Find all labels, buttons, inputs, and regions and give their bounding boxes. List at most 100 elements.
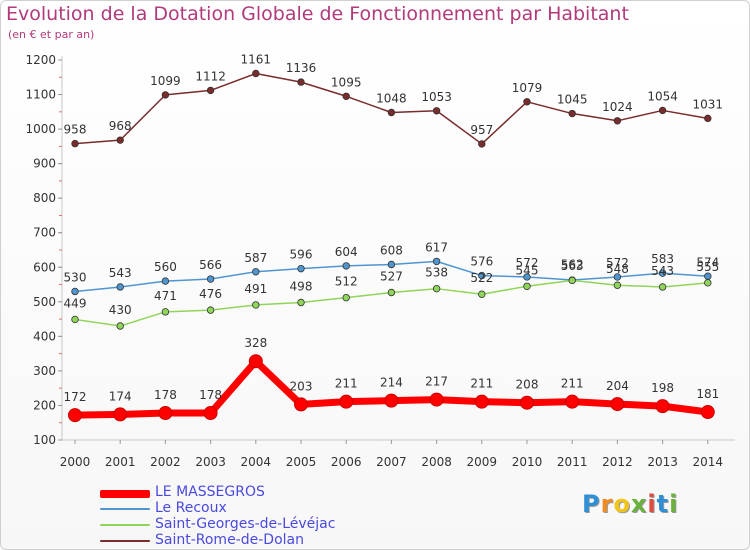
data-point [252,69,260,78]
y-tick-label: 1000 [25,122,56,136]
data-point [523,98,531,106]
data-point [658,106,667,115]
data-point [116,136,124,144]
data-point [252,301,260,309]
data-point [206,275,215,283]
data-label: 968 [109,119,132,133]
legend-item: Saint-Georges-de-Lévéjac [100,516,400,533]
data-point [206,86,215,95]
x-tick-label: 2008 [421,455,452,469]
data-point [700,405,715,420]
data-point [206,306,215,314]
data-point [342,92,350,100]
data-point [339,394,354,409]
data-label: 449 [64,296,87,310]
y-tick-label: 300 [33,364,56,378]
data-label: 1054 [647,89,678,103]
data-label: 562 [561,257,584,271]
data-point [704,279,712,287]
data-point [297,78,305,86]
data-label: 572 [516,256,539,270]
data-point [161,91,170,99]
legend-item: Le Recoux [100,500,400,517]
x-tick-label: 2002 [150,455,181,469]
data-label: 203 [290,379,313,393]
data-label: 1161 [241,52,272,66]
data-point [203,406,218,421]
x-tick-label: 2011 [557,455,588,469]
data-label: 1053 [421,90,452,104]
data-label: 527 [380,269,403,283]
data-point [113,407,128,422]
data-label: 596 [290,248,313,262]
data-label: 572 [606,256,629,270]
data-label: 1099 [150,74,181,88]
data-label: 174 [109,389,132,403]
data-label: 1031 [693,97,724,111]
x-tick-label: 2013 [647,455,678,469]
y-tick-label: 100 [33,433,56,447]
data-point [478,290,486,298]
data-label: 211 [335,377,358,391]
data-label: 498 [290,280,313,294]
y-tick-label: 700 [33,226,56,240]
data-label: 198 [651,381,674,395]
data-point [387,108,396,117]
x-tick-label: 2000 [60,455,91,469]
data-point [474,394,489,409]
data-label: 1112 [195,69,226,83]
data-point [704,272,712,280]
data-point [248,354,263,369]
data-label: 211 [470,377,493,391]
data-label: 491 [244,282,267,296]
data-label: 545 [516,263,539,277]
data-point [71,139,79,148]
data-label: 1136 [286,61,317,75]
y-tick-label: 200 [33,398,56,412]
data-label: 538 [425,266,448,280]
data-point [297,264,305,273]
data-point [294,397,308,412]
y-tick-label: 800 [33,191,56,205]
data-label: 1095 [331,75,362,89]
legend-swatch [100,490,150,498]
x-tick-label: 2010 [512,455,543,469]
data-point [116,322,124,330]
data-label: 530 [64,270,87,284]
data-point [613,117,622,125]
data-point [342,262,350,270]
data-point [432,284,441,293]
x-tick-label: 2006 [331,455,362,469]
data-point [116,283,124,291]
data-point [71,315,79,324]
data-label: 430 [109,303,132,317]
data-label: 217 [425,375,448,389]
legend-label: Saint-Rome-de-Dolan [155,532,304,548]
legend-swatch [100,524,150,526]
data-label: 957 [470,123,493,137]
data-label: 566 [199,258,222,272]
data-point [658,269,667,277]
data-point [568,276,576,285]
data-point [432,257,441,266]
y-tick-label: 500 [33,295,56,309]
chart-title: Evolution de la Dotation Globale de Fonc… [6,3,629,25]
data-point [613,273,622,281]
data-label: 181 [696,387,719,401]
data-label: 560 [154,260,177,274]
data-label: 548 [606,262,629,276]
legend-swatch [100,540,150,542]
y-tick-label: 400 [33,329,56,343]
data-label: 1079 [512,81,543,95]
data-point [523,273,531,281]
data-point [161,308,170,316]
data-point [158,406,173,421]
data-label: 958 [64,123,87,137]
x-tick-label: 2003 [195,455,226,469]
data-label: 522 [470,271,493,285]
data-point [568,109,576,118]
x-tick-label: 2014 [693,455,724,469]
data-point [704,114,712,123]
x-tick-label: 2007 [376,455,407,469]
